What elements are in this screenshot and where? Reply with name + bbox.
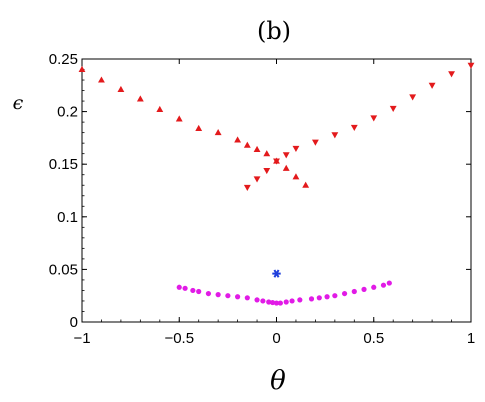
data-point-triangle-up: [263, 150, 271, 157]
data-point-triangle-down: [467, 62, 475, 69]
data-point-circle: [351, 288, 357, 295]
y-tick-label: 0.25: [49, 51, 78, 68]
data-point-triangle-down: [370, 115, 378, 122]
data-point-circle: [190, 287, 196, 294]
points-layer: [78, 62, 475, 306]
data-point-circle: [273, 300, 280, 306]
data-point-triangle-up: [302, 181, 310, 188]
data-point-circle: [324, 294, 330, 300]
data-point-triangle-up: [253, 145, 261, 152]
data-point-triangle-up: [243, 141, 251, 148]
data-point-circle: [266, 299, 272, 305]
data-point-triangle-down: [389, 105, 397, 113]
x-tick-label: −0.5: [164, 330, 194, 347]
data-point-triangle-up: [117, 85, 125, 93]
data-point-circle: [176, 284, 182, 290]
chart-title: (b): [257, 17, 291, 45]
y-tick-label: 0.1: [57, 209, 78, 226]
x-tick-label: 1: [467, 330, 475, 347]
data-point-triangle-up: [282, 164, 290, 171]
y-axis-label: ϵ: [13, 92, 24, 114]
data-point-triangle-down: [253, 176, 261, 183]
data-point-circle: [289, 298, 295, 304]
x-axis-label: θ: [270, 366, 286, 396]
data-point-circle: [235, 294, 241, 300]
data-point-circle: [297, 297, 303, 303]
ticks-layer: −1 −0.5 0 0.5 1 0 0.05 0.1 0.15 0.2 0.25: [49, 51, 475, 347]
data-point-circle: [260, 298, 266, 304]
y-tick-label: 0.2: [57, 104, 78, 121]
data-point-circle: [283, 299, 289, 305]
data-point-triangle-down: [428, 82, 436, 89]
data-point-circle: [277, 300, 283, 306]
data-point-circle: [316, 295, 322, 301]
data-point-circle: [254, 297, 260, 303]
data-point-triangle-down: [282, 152, 290, 159]
data-point-circle: [225, 293, 231, 299]
data-point-circle: [215, 292, 221, 298]
data-point-circle: [196, 288, 202, 295]
x-tick-label: 0: [272, 330, 280, 347]
data-point-triangle-down: [311, 139, 319, 146]
data-point-circle: [270, 299, 276, 306]
data-point-triangle-up: [234, 136, 242, 143]
data-point-triangle-up: [98, 76, 105, 83]
data-point-circle: [244, 295, 250, 301]
y-tick-label: 0.05: [49, 261, 78, 278]
y-tick-label: 0.15: [49, 156, 78, 173]
data-point-triangle-down: [243, 184, 251, 191]
data-point-star: [272, 269, 281, 278]
data-point-triangle-up: [156, 105, 164, 113]
data-point-circle: [341, 290, 348, 297]
x-tick-label: −1: [73, 330, 90, 347]
data-point-circle: [308, 296, 315, 302]
data-point-circle: [386, 280, 392, 286]
data-point-triangle-up: [292, 173, 300, 180]
data-point-triangle-down: [350, 124, 358, 131]
data-point-triangle-up: [136, 95, 144, 102]
data-point-circle: [361, 286, 367, 292]
data-point-triangle-up: [175, 115, 183, 122]
y-tick-label: 0: [70, 314, 78, 331]
data-point-triangle-up: [214, 129, 222, 136]
data-point-triangle-down: [448, 71, 455, 78]
data-point-triangle-down: [263, 167, 271, 175]
data-point-circle: [182, 285, 188, 291]
data-point-circle: [371, 284, 377, 290]
data-point-triangle-down: [292, 145, 300, 153]
data-point-triangle-up: [195, 124, 203, 131]
data-point-triangle-up: [78, 65, 86, 73]
data-point-triangle-down: [409, 94, 417, 101]
data-point-circle: [205, 290, 212, 297]
data-point-triangle-down: [273, 158, 280, 165]
data-point-circle: [332, 293, 338, 299]
data-point-triangle-down: [331, 132, 339, 139]
x-tick-label: 0.5: [363, 330, 384, 347]
data-point-circle: [380, 282, 387, 288]
